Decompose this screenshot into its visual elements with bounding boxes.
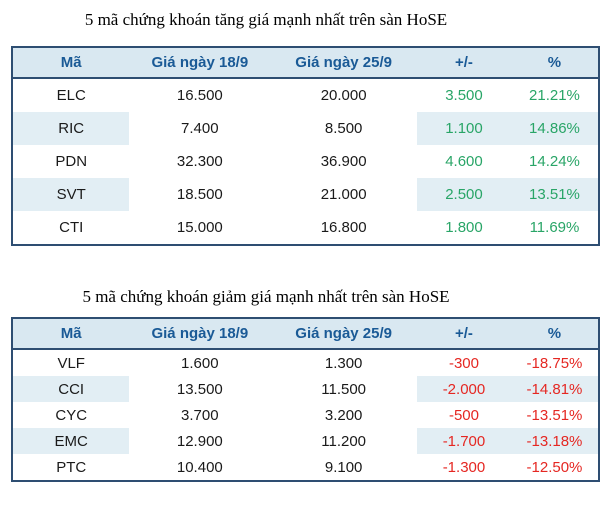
column-header-percent: %	[510, 47, 599, 79]
losers-table: Mã Giá ngày 18/9 Giá ngày 25/9 +/- % VLF…	[11, 317, 600, 482]
price-25-9-cell: 11.500	[321, 380, 367, 398]
change-cell: 3.500	[445, 87, 483, 104]
column-header-price-18-9: Giá ngày 18/9	[129, 318, 271, 350]
column-header-code: Mã	[12, 318, 130, 350]
percent-cell: -13.51%	[526, 406, 583, 424]
column-header-price-25-9: Giá ngày 25/9	[270, 47, 418, 79]
change-cell: 2.500	[417, 178, 511, 211]
gainers-table-title: 5 mã chứng khoán tăng giá mạnh nhất trên…	[84, 10, 448, 29]
column-header-price-18-9: Giá ngày 18/9	[129, 47, 271, 79]
percent-cell: -12.50%	[526, 458, 583, 476]
stock-code-cell: CYC	[55, 406, 88, 424]
price-25-9-cell: 8.500	[324, 120, 363, 137]
price-25-9-cell: 9.100	[324, 458, 363, 476]
percent-cell: -13.18%	[510, 428, 599, 454]
price-18-9-cell: 1.600	[181, 354, 219, 372]
table-row: PTC 10.400 9.100 -1.300 -12.50%	[12, 454, 599, 481]
gainers-table: Mã Giá ngày 18/9 Giá ngày 25/9 +/- % ELC…	[11, 46, 600, 246]
stock-code-cell: CCI	[12, 376, 130, 402]
gainers-table-header: Mã Giá ngày 18/9 Giá ngày 25/9 +/- %	[12, 47, 599, 79]
table-row: PDN 32.300 36.900 4.600 14.24%	[12, 145, 599, 178]
stock-code-cell: SVT	[12, 178, 130, 211]
change-cell: -1.300	[442, 458, 486, 476]
change-cell: -300	[448, 354, 479, 372]
stock-code-cell: ELC	[56, 87, 86, 104]
price-18-9-cell: 16.500	[176, 87, 223, 104]
losers-table-header: Mã Giá ngày 18/9 Giá ngày 25/9 +/- %	[12, 318, 599, 350]
price-18-9-cell: 32.300	[176, 153, 223, 170]
price-18-9-cell: 18.500	[176, 186, 223, 203]
change-cell: 1.100	[417, 112, 511, 145]
change-cell: -500	[448, 406, 479, 424]
percent-cell: 14.86%	[510, 112, 599, 145]
percent-cell: 11.69%	[529, 219, 580, 236]
column-header-change: +/-	[417, 318, 511, 350]
losers-table-title: 5 mã chứng khoán giảm giá mạnh nhất trên…	[82, 287, 450, 306]
price-25-9-cell: 21.000	[320, 186, 367, 203]
table-row: CCI 13.500 11.500 -2.000 -14.81%	[12, 376, 599, 402]
percent-cell: -14.81%	[510, 376, 599, 402]
table-row: CYC 3.700 3.200 -500 -13.51%	[12, 402, 599, 428]
column-header-code: Mã	[12, 47, 130, 79]
table-row: RIC 7.400 8.500 1.100 14.86%	[12, 112, 599, 145]
table-row: VLF 1.600 1.300 -300 -18.75%	[12, 349, 599, 376]
stock-code-cell: PDN	[55, 153, 88, 170]
percent-cell: -18.75%	[526, 354, 583, 372]
header-row: Mã Giá ngày 18/9 Giá ngày 25/9 +/- %	[12, 47, 599, 79]
change-cell: 4.600	[445, 153, 483, 170]
price-18-9-cell: 12.900	[176, 432, 223, 450]
change-cell: -2.000	[417, 376, 511, 402]
price-25-9-cell: 36.900	[320, 153, 367, 170]
column-header-percent: %	[510, 318, 599, 350]
percent-cell: 13.51%	[510, 178, 599, 211]
stock-code-cell: EMC	[12, 428, 130, 454]
table-row: ELC 16.500 20.000 3.500 21.21%	[12, 78, 599, 112]
price-18-9-cell: 10.400	[176, 458, 223, 476]
stock-code-cell: PTC	[56, 458, 87, 476]
header-row: Mã Giá ngày 18/9 Giá ngày 25/9 +/- %	[12, 318, 599, 350]
change-cell: 1.800	[445, 219, 483, 236]
percent-cell: 14.24%	[529, 153, 580, 170]
price-25-9-cell: 1.300	[324, 354, 363, 372]
stock-code-cell: VLF	[57, 354, 85, 372]
column-header-change: +/-	[417, 47, 511, 79]
price-25-9-cell: 20.000	[320, 87, 367, 104]
table-row: SVT 18.500 21.000 2.500 13.51%	[12, 178, 599, 211]
price-25-9-cell: 3.200	[324, 406, 363, 424]
stock-code-cell: CTI	[59, 219, 84, 236]
table-row: EMC 12.900 11.200 -1.700 -13.18%	[12, 428, 599, 454]
change-cell: -1.700	[417, 428, 511, 454]
percent-cell: 21.21%	[529, 87, 580, 104]
price-18-9-cell: 13.500	[176, 380, 223, 398]
price-25-9-cell: 16.800	[320, 219, 367, 236]
price-25-9-cell: 11.200	[321, 432, 367, 450]
stock-code-cell: RIC	[12, 112, 130, 145]
price-18-9-cell: 7.400	[181, 120, 219, 137]
column-header-price-25-9: Giá ngày 25/9	[270, 318, 418, 350]
price-18-9-cell: 15.000	[176, 219, 223, 236]
price-18-9-cell: 3.700	[181, 406, 219, 424]
table-row: CTI 15.000 16.800 1.800 11.69%	[12, 211, 599, 245]
